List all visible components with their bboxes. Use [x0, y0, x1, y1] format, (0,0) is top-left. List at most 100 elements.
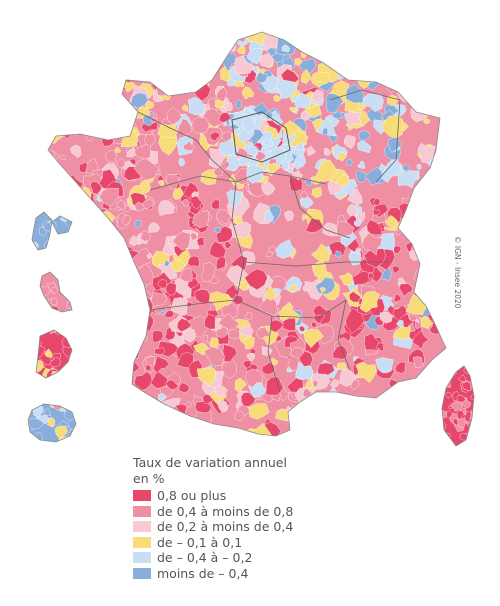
la-reunion-outline: [27, 403, 77, 443]
commune-patch: [91, 114, 102, 126]
commune-patch: [47, 309, 58, 312]
commune-patch: [104, 133, 110, 140]
commune-patch: [134, 201, 145, 212]
commune-patch: [254, 33, 265, 43]
commune-patch: [447, 367, 457, 374]
commune-patch: [365, 66, 382, 83]
commune-patch: [110, 253, 119, 264]
commune-patch: [105, 149, 117, 163]
commune-patch: [419, 183, 429, 191]
commune-patch: [352, 271, 371, 286]
commune-patch: [189, 195, 203, 210]
legend-swatch: [133, 505, 151, 517]
commune-patch: [214, 32, 234, 50]
commune-patch: [442, 367, 453, 381]
martinique-outline: [39, 271, 73, 313]
commune-patch: [305, 32, 329, 42]
commune-patch: [402, 391, 412, 403]
legend-item: moins de – 0,4: [133, 566, 293, 582]
commune-patch: [393, 245, 402, 254]
commune-patch: [223, 102, 233, 112]
commune-patch: [222, 344, 238, 363]
commune-patch: [401, 66, 416, 81]
commune-patch: [316, 392, 327, 402]
commune-patch: [148, 427, 161, 436]
commune-patch: [442, 366, 450, 372]
commune-patch: [57, 112, 77, 131]
commune-patch: [303, 328, 324, 349]
commune-patch: [299, 325, 306, 332]
commune-patch: [172, 187, 184, 200]
commune-patch: [325, 93, 344, 114]
commune-patch: [347, 203, 358, 216]
legend-item: de 0,2 à moins de 0,4: [133, 519, 293, 535]
commune-patch: [452, 418, 459, 426]
commune-patch: [366, 219, 383, 236]
commune-patch: [123, 281, 133, 295]
commune-patch: [58, 272, 68, 279]
commune-patch: [244, 311, 253, 320]
commune-patch: [115, 146, 121, 153]
commune-patch: [393, 294, 402, 303]
commune-patch: [420, 316, 434, 330]
french-guiana-outline: [35, 329, 73, 379]
commune-patch: [202, 335, 209, 342]
legend-item: de 0,4 à moins de 0,8: [133, 504, 293, 520]
commune-patch: [394, 361, 406, 374]
commune-patch: [394, 229, 402, 237]
commune-patch: [150, 291, 167, 307]
commune-patch: [412, 356, 425, 368]
commune-patch: [265, 251, 273, 258]
commune-patch: [122, 344, 140, 360]
commune-patch: [155, 87, 167, 96]
commune-patch: [48, 148, 56, 171]
commune-patch: [35, 184, 46, 198]
commune-patch: [134, 220, 142, 229]
commune-patch: [456, 394, 466, 403]
commune-patch: [425, 107, 432, 114]
commune-patch: [49, 179, 66, 196]
commune-patch: [401, 387, 409, 396]
commune-patch: [236, 46, 246, 55]
commune-patch: [262, 138, 271, 146]
commune-patch: [165, 282, 177, 296]
commune-patch: [169, 259, 186, 272]
commune-patch: [115, 77, 126, 88]
commune-patch: [357, 139, 372, 154]
commune-patch: [90, 275, 108, 291]
commune-patch: [252, 101, 269, 117]
legend-label: de – 0,4 à – 0,2: [157, 550, 253, 566]
commune-patch: [291, 95, 300, 102]
commune-patch: [44, 348, 53, 358]
commune-patch: [61, 237, 72, 249]
commune-patch: [261, 181, 276, 196]
commune-patch: [379, 312, 393, 324]
commune-patch: [95, 130, 103, 138]
commune-patch: [291, 169, 303, 181]
commune-patch: [43, 407, 52, 417]
commune-patch: [40, 296, 46, 306]
commune-patch: [241, 86, 255, 100]
commune-patch: [422, 246, 431, 256]
commune-patch: [284, 210, 294, 222]
commune-patch: [205, 433, 215, 436]
commune-patch: [275, 79, 298, 99]
commune-patch: [364, 167, 383, 186]
commune-patch: [380, 267, 392, 282]
commune-patch: [215, 87, 228, 102]
legend-title-line1: Taux de variation annuel: [133, 455, 287, 470]
commune-patch: [330, 379, 340, 388]
commune-patch: [172, 231, 191, 251]
commune-patch: [338, 272, 353, 286]
commune-patch: [275, 239, 296, 259]
commune-patch: [295, 141, 304, 151]
commune-patch: [242, 115, 256, 134]
commune-patch: [336, 221, 355, 237]
commune-patch: [390, 388, 399, 396]
commune-patch: [115, 103, 135, 122]
commune-patch: [224, 241, 233, 249]
commune-patch: [396, 320, 404, 328]
commune-patch: [116, 158, 126, 168]
commune-patch: [358, 130, 371, 142]
commune-patch: [331, 111, 344, 120]
